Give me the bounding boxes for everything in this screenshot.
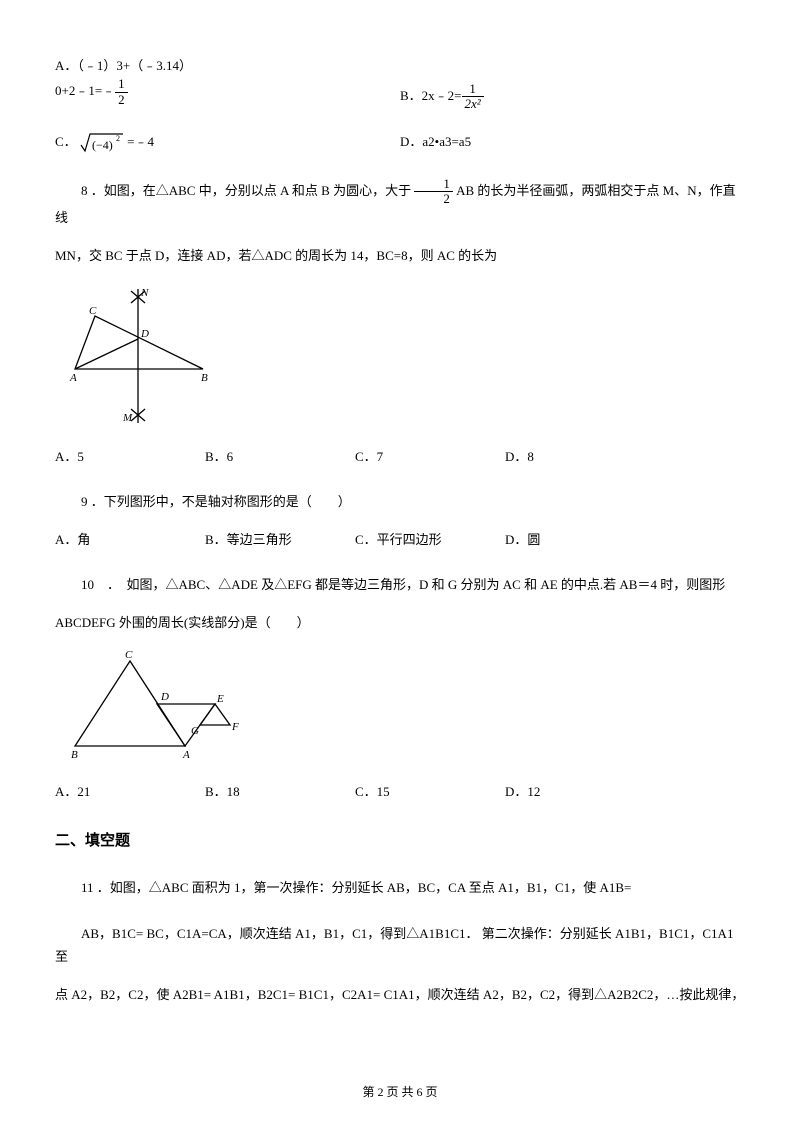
q9-optC: C．平行四边形 <box>355 528 505 551</box>
frac-2x2: 12x² <box>462 82 484 112</box>
svg-text:B: B <box>71 749 78 761</box>
q8-options: A．5 B．6 C．7 D．8 <box>55 445 745 468</box>
q9-text: 9 ．下列图形中，不是轴对称图形的是（ ） <box>55 490 745 513</box>
q8-text-line2: MN，交 BC 于点 D，连接 AD，若△ADC 的周长为 14，BC=8，则 … <box>55 244 745 267</box>
q8-optA: A．5 <box>55 445 205 468</box>
q8-optB: B．6 <box>205 445 355 468</box>
q8-text: 8 ．如图，在△ABC 中，分别以点 A 和点 B 为圆心，大于 12 AB 的… <box>55 177 745 230</box>
svg-text:G: G <box>191 725 199 737</box>
svg-text:E: E <box>216 693 224 705</box>
q7-optC: C． (−4) 2 =﹣4 <box>55 130 400 155</box>
svg-text:N: N <box>140 287 149 299</box>
q11-text2: AB，B1C= BC，C1A=CA，顺次连结 A1，B1，C1，得到△A1B1C… <box>55 922 745 969</box>
svg-text:C: C <box>125 649 133 661</box>
q8-optC: C．7 <box>355 445 505 468</box>
frac-half-a: 12 <box>115 77 128 107</box>
q10-optA: A．21 <box>55 780 205 803</box>
q8-diagram: N D C A B M <box>55 281 225 431</box>
svg-text:F: F <box>231 721 239 733</box>
q11-text3: 点 A2，B2，C2，使 A2B1= A1B1，B2C1= B1C1，C2A1=… <box>55 983 745 1006</box>
q7-optB: B．2x﹣2=12x² <box>400 54 745 112</box>
q10-text: 10 ． 如图，△ABC、△ADE 及△EFG 都是等边三角形，D 和 G 分别… <box>55 573 745 596</box>
q10-optD: D．12 <box>505 780 655 803</box>
q7-optA-line1: A．（﹣1）3+（﹣3.14） <box>55 54 400 77</box>
svg-text:B: B <box>201 372 208 384</box>
svg-text:2: 2 <box>116 134 120 143</box>
sqrt-neg4-sq-icon: (−4) 2 <box>80 131 124 155</box>
q9-options: A．角 B．等边三角形 C．平行四边形 D．圆 <box>55 528 745 551</box>
q11-text1: 11 ．如图，△ABC 面积为 1，第一次操作：分别延长 AB，BC，CA 至点… <box>55 876 745 899</box>
q10-optB: B．18 <box>205 780 355 803</box>
svg-text:C: C <box>89 305 97 317</box>
q7-optA-line2: 0+2﹣1=﹣12 <box>55 77 400 107</box>
svg-text:A: A <box>182 749 190 761</box>
q10-optC: C．15 <box>355 780 505 803</box>
q10-options: A．21 B．18 C．15 D．12 <box>55 780 745 803</box>
q7-optD: D．a2•a3=a5 <box>400 130 745 155</box>
q9-optA: A．角 <box>55 528 205 551</box>
q10-diagram: B A C D E F G <box>55 646 255 766</box>
q9-optD: D．圆 <box>505 528 655 551</box>
frac-half-b: 12 <box>414 177 453 207</box>
svg-text:A: A <box>69 372 77 384</box>
svg-text:M: M <box>122 412 133 424</box>
svg-text:D: D <box>140 328 149 340</box>
q9-optB: B．等边三角形 <box>205 528 355 551</box>
q7-optA: A．（﹣1）3+（﹣3.14） 0+2﹣1=﹣12 <box>55 54 400 112</box>
q10-text-line2: ABCDEFG 外围的周长(实线部分)是（ ） <box>55 611 745 634</box>
q7-row2: C． (−4) 2 =﹣4 D．a2•a3=a5 <box>55 130 745 155</box>
section-2-title: 二、填空题 <box>55 827 745 854</box>
q8-optD: D．8 <box>505 445 655 468</box>
page-footer: 第 2 页 共 6 页 <box>0 1082 800 1104</box>
svg-text:(−4): (−4) <box>92 138 113 152</box>
svg-text:D: D <box>160 691 169 703</box>
q7-row1: A．（﹣1）3+（﹣3.14） 0+2﹣1=﹣12 B．2x﹣2=12x² <box>55 54 745 112</box>
